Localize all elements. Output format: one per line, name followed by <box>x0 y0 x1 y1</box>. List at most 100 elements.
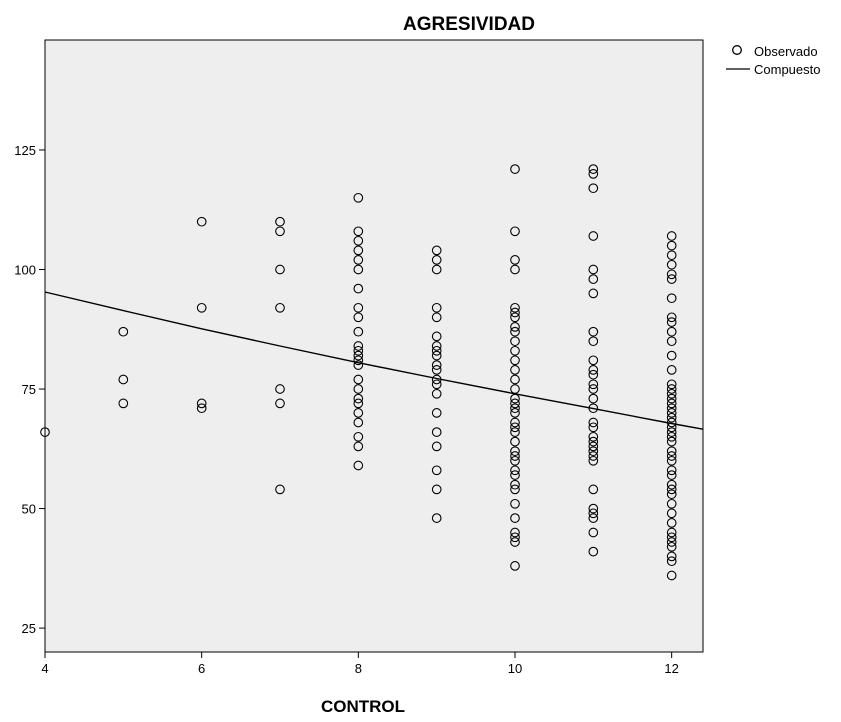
observado-point <box>510 513 520 523</box>
observado-point <box>275 264 285 275</box>
legend-label-observado: Observado <box>754 44 818 59</box>
observado-point <box>666 231 677 241</box>
observado-point <box>588 441 599 452</box>
observado-point <box>666 365 677 375</box>
observado-point <box>666 508 677 519</box>
observado-point <box>510 561 520 571</box>
observado-point <box>666 446 677 457</box>
observado-point <box>588 403 599 414</box>
observado-point <box>588 436 599 447</box>
observado-point <box>666 541 677 552</box>
observado-point <box>431 264 442 275</box>
observado-point <box>431 408 442 418</box>
observado-point <box>588 503 599 514</box>
observado-point <box>431 350 442 361</box>
observado-point <box>666 470 677 480</box>
y-tick-label-25: 25 <box>22 621 36 636</box>
observado-point <box>510 470 520 480</box>
observado-point <box>353 245 364 256</box>
observado-point <box>588 417 599 428</box>
observado-point <box>431 465 442 476</box>
observado-point <box>588 288 599 299</box>
observado-point <box>588 183 599 194</box>
observado-point <box>666 431 677 442</box>
observado-point <box>431 379 442 390</box>
observado-point <box>510 422 520 433</box>
observado-point <box>666 388 677 399</box>
observado-point <box>666 455 677 466</box>
observado-point <box>431 245 442 256</box>
observado-point <box>431 312 442 323</box>
observado-point <box>353 408 364 418</box>
observado-point <box>510 403 520 414</box>
observado-point <box>588 164 599 174</box>
observado-point <box>196 403 207 414</box>
observado-point <box>510 226 520 237</box>
observado-point <box>510 455 520 466</box>
observado-point <box>118 398 129 409</box>
observado-point <box>666 489 677 500</box>
observado-point <box>275 216 285 227</box>
observado-point <box>431 360 442 370</box>
observado-point <box>588 369 599 380</box>
observado-point <box>275 226 285 237</box>
observado-point <box>510 537 520 547</box>
observado-point <box>666 479 677 490</box>
observado-point <box>510 436 520 447</box>
observado-point <box>666 250 677 261</box>
observado-point <box>666 537 677 547</box>
observado-point <box>353 326 364 337</box>
observado-point <box>40 427 50 437</box>
observado-point <box>353 393 364 404</box>
observado-point <box>510 345 520 356</box>
chart-title: AGRESIVIDAD <box>403 14 535 35</box>
observado-point <box>666 379 677 390</box>
observado-point <box>510 365 520 375</box>
x-tick-label-10: 10 <box>508 661 522 676</box>
observado-point <box>196 216 207 227</box>
observado-point <box>353 226 364 237</box>
observado-point <box>666 240 677 251</box>
observado-point <box>666 293 677 304</box>
observado-point <box>588 513 599 523</box>
observado-point <box>510 479 520 490</box>
observado-point <box>588 365 599 375</box>
observado-point <box>510 393 520 404</box>
y-axis: 25 50 75 100 125 <box>14 143 45 636</box>
observado-point <box>510 451 520 461</box>
observado-point <box>431 484 442 495</box>
legend-label-compuesto: Compuesto <box>754 62 820 77</box>
compuesto-line <box>44 291 704 430</box>
observado-point <box>353 384 364 394</box>
observado-point <box>510 532 520 543</box>
observado-point <box>588 431 599 442</box>
x-tick-label-8: 8 <box>355 661 362 676</box>
observado-point <box>588 274 599 284</box>
x-tick-label-12: 12 <box>664 661 678 676</box>
observado-point <box>588 451 599 461</box>
observado-point <box>431 345 442 356</box>
observado-point <box>588 484 599 495</box>
observado-point <box>666 326 677 337</box>
observado-point <box>353 441 364 452</box>
observado-point <box>666 551 677 562</box>
observado-point <box>666 532 677 543</box>
observado-point <box>666 436 677 447</box>
observado-point <box>353 192 364 203</box>
observado-point <box>666 427 677 437</box>
observado-point <box>353 360 364 370</box>
observado-point <box>666 350 677 361</box>
observado-point <box>510 302 520 313</box>
observado-point <box>666 498 677 509</box>
observado-point <box>666 384 677 394</box>
observado-point <box>666 484 677 495</box>
observado-point <box>666 317 677 327</box>
observado-point <box>510 398 520 409</box>
observado-point <box>353 460 364 471</box>
observado-point <box>431 427 442 437</box>
observado-point <box>588 326 599 337</box>
observado-series <box>40 164 677 581</box>
observado-point <box>510 374 520 385</box>
observado-point <box>666 465 677 476</box>
observado-point <box>275 384 285 394</box>
